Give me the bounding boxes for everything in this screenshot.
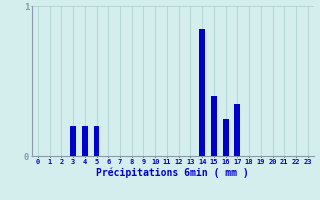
Bar [70, 126, 76, 156]
Bar [235, 104, 240, 156]
Bar [211, 96, 217, 156]
Bar [93, 126, 100, 156]
Bar [82, 126, 88, 156]
X-axis label: Précipitations 6min ( mm ): Précipitations 6min ( mm ) [96, 168, 249, 178]
Bar [223, 118, 228, 156]
Bar [199, 28, 205, 156]
